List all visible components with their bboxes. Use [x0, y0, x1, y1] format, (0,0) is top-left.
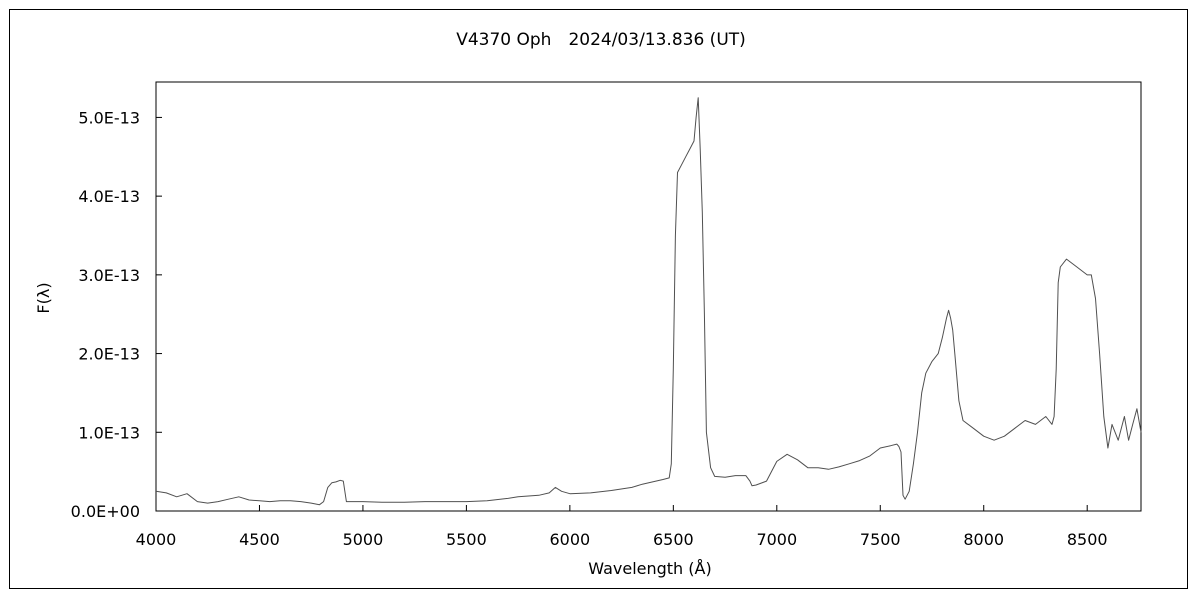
x-tick-label: 4000 [136, 530, 177, 549]
y-tick-label: 1.0E-13 [78, 423, 140, 442]
x-tick-label: 6000 [550, 530, 591, 549]
y-tick-label: 4.0E-13 [78, 187, 140, 206]
x-tick-label: 5000 [343, 530, 384, 549]
x-axis-label: Wavelength (Å) [588, 559, 711, 578]
y-axis-label: F(λ) [34, 282, 53, 313]
x-tick-label: 4500 [239, 530, 280, 549]
x-tick-label: 8000 [963, 530, 1004, 549]
series-layer [155, 97, 1142, 506]
x-tick-label: 5500 [446, 530, 487, 549]
spectrum-series-line [155, 97, 1142, 506]
y-axis-ticks: 0.0E+00 1.0E-13 2.0E-13 3.0E-13 4.0E-13 5.0E-… [71, 108, 162, 521]
x-tick-label: 8500 [1067, 530, 1108, 549]
y-tick-label: 0.0E+00 [71, 502, 140, 521]
x-tick-label: 7000 [756, 530, 797, 549]
plot-area [155, 81, 1142, 512]
x-tick-label: 7500 [860, 530, 901, 549]
y-tick-label: 3.0E-13 [78, 266, 140, 285]
y-tick-label: 5.0E-13 [78, 108, 140, 127]
x-tick-label: 6500 [653, 530, 694, 549]
y-tick-label: 2.0E-13 [78, 345, 140, 364]
x-axis-ticks: 4000 4500 5000 5500 6000 6500 7000 7500 8000 8500 [136, 505, 1108, 549]
chart-title: V4370 Oph 2024/03/13.836 (UT) [456, 30, 746, 50]
